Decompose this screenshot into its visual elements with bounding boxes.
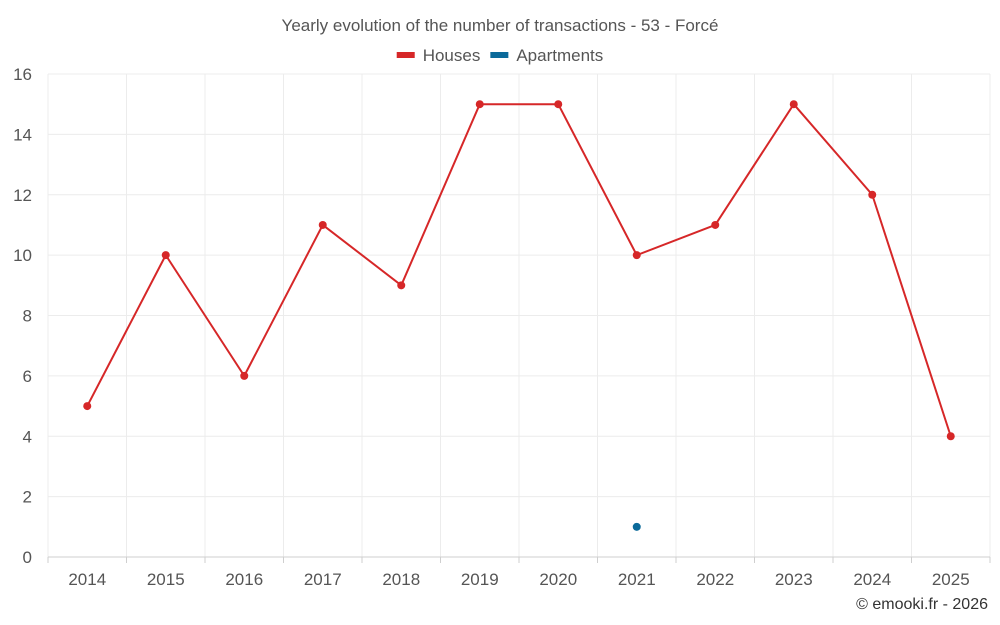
legend-label: Houses — [423, 46, 481, 65]
x-tick-label: 2018 — [382, 570, 420, 589]
legend: Houses Apartments — [396, 46, 603, 65]
data-point-houses[interactable] — [161, 251, 170, 260]
legend-item-houses[interactable]: Houses — [396, 46, 481, 65]
x-tick-label: 2024 — [853, 570, 891, 589]
legend-swatch — [490, 52, 509, 58]
chart-title: Yearly evolution of the number of transa… — [282, 16, 719, 35]
data-point-houses[interactable] — [475, 100, 484, 109]
data-point-houses[interactable] — [632, 251, 641, 260]
y-tick-label: 8 — [23, 307, 32, 326]
series-apartments — [632, 522, 641, 531]
data-point-houses[interactable] — [789, 100, 798, 109]
grid — [47, 73, 991, 557]
x-tick-label: 2017 — [304, 570, 342, 589]
y-tick-label: 6 — [23, 367, 32, 386]
y-tick-label: 4 — [23, 427, 32, 446]
x-tick-label: 2023 — [775, 570, 813, 589]
y-tick-label: 10 — [13, 246, 32, 265]
x-tick-label: 2014 — [68, 570, 106, 589]
data-point-houses[interactable] — [83, 402, 92, 411]
data-point-houses[interactable] — [554, 100, 563, 109]
legend-item-apartments[interactable]: Apartments — [490, 46, 603, 65]
y-tick-label: 14 — [13, 125, 32, 144]
data-point-houses[interactable] — [946, 432, 955, 441]
series-houses — [83, 100, 955, 441]
data-point-houses[interactable] — [868, 190, 877, 199]
x-tick-label: 2022 — [696, 570, 734, 589]
data-point-houses[interactable] — [318, 220, 327, 229]
x-axis: 2014 2015 2016 2017 2018 2019 2020 2021 2022 2023… — [47, 556, 991, 589]
credit-text: © emooki.fr - 2026 — [856, 596, 988, 613]
y-tick-label: 0 — [23, 548, 32, 567]
legend-label: Apartments — [516, 46, 603, 65]
data-point-houses[interactable] — [711, 220, 720, 229]
legend-swatch — [396, 52, 415, 58]
data-point-houses[interactable] — [397, 281, 406, 290]
y-tick-label: 2 — [23, 488, 32, 507]
y-tick-label: 16 — [13, 65, 32, 84]
x-tick-label: 2015 — [147, 570, 185, 589]
x-tick-label: 2025 — [932, 570, 970, 589]
data-point-apartments[interactable] — [632, 522, 641, 531]
x-tick-label: 2021 — [618, 570, 656, 589]
series-line-houses — [86, 103, 952, 437]
x-tick-label: 2016 — [225, 570, 263, 589]
y-axis: 0 2 4 6 8 10 12 14 16 — [13, 65, 32, 567]
x-tick-label: 2020 — [539, 570, 577, 589]
data-point-houses[interactable] — [240, 371, 249, 380]
series-group — [83, 100, 955, 531]
y-tick-label: 12 — [13, 186, 32, 205]
x-tick-label: 2019 — [461, 570, 499, 589]
